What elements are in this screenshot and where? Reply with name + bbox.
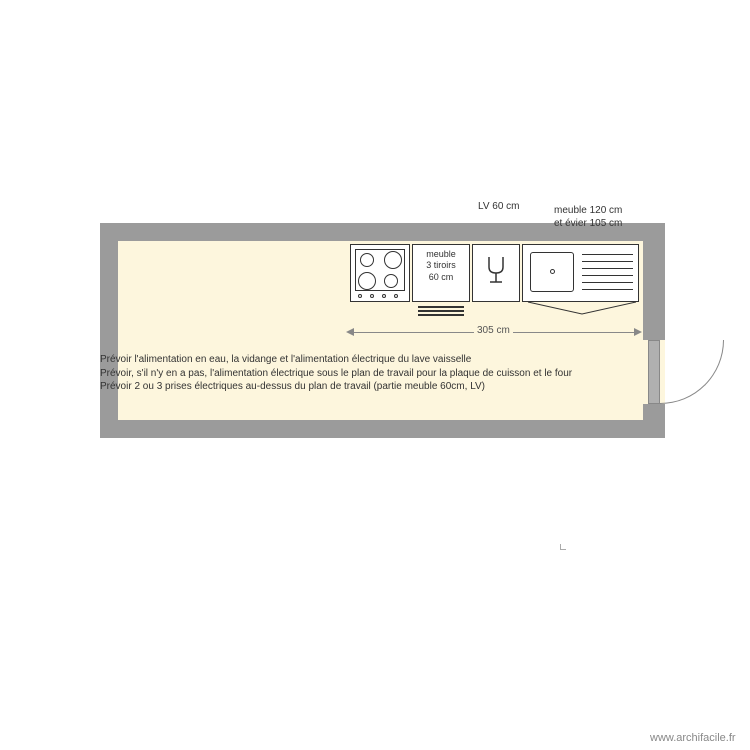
drainboard-groove [582,254,633,255]
door-leaf [648,340,660,404]
label-sink: meuble 120 cm et évier 105 cm [554,205,622,230]
drawer-label: meuble 3 tiroirs 60 cm [413,245,469,283]
sink-drain [550,269,555,274]
sink-cabinet-doors [522,302,642,320]
door-swing-arc [660,340,724,404]
stray-mark [560,544,566,550]
drawer-label-line: meuble [426,249,456,259]
label-sink-line2: et évier 105 cm [554,218,622,229]
watermark-link: www.archifacile.fr [650,732,736,744]
drainboard-groove [582,268,633,269]
dimension-arrow-left [346,328,354,336]
drawer-front-line [418,314,464,316]
dimension-text: 305 cm [474,325,513,336]
drainboard-groove [582,275,633,276]
dimension-arrow-right [634,328,642,336]
note-line: Prévoir 2 ou 3 prises électriques au-des… [100,380,572,394]
note-line: Prévoir, s'il n'y en a pas, l'alimentati… [100,367,572,381]
drawer-unit: meuble 3 tiroirs 60 cm [412,244,470,302]
drawer-label-line: 60 cm [429,272,454,282]
drawer-front-line [418,310,464,312]
notes-block: Prévoir l'alimentation en eau, la vidang… [100,353,572,394]
hob-burner [358,272,376,290]
hob-burner [360,253,374,267]
hob-burner [384,274,398,288]
hob-knob [370,294,374,298]
drawer-front-line [418,306,464,308]
glass-icon [486,255,506,285]
hob-knob [382,294,386,298]
drainboard-groove [582,282,633,283]
hob-knob [358,294,362,298]
hob-knob [394,294,398,298]
label-lv: LV 60 cm [478,201,520,214]
drawer-label-line: 3 tiroirs [426,260,456,270]
label-sink-line1: meuble 120 cm [554,205,622,216]
drainboard-groove [582,261,633,262]
hob-burner [384,251,402,269]
drainboard-groove [582,289,633,290]
note-line: Prévoir l'alimentation en eau, la vidang… [100,353,572,367]
